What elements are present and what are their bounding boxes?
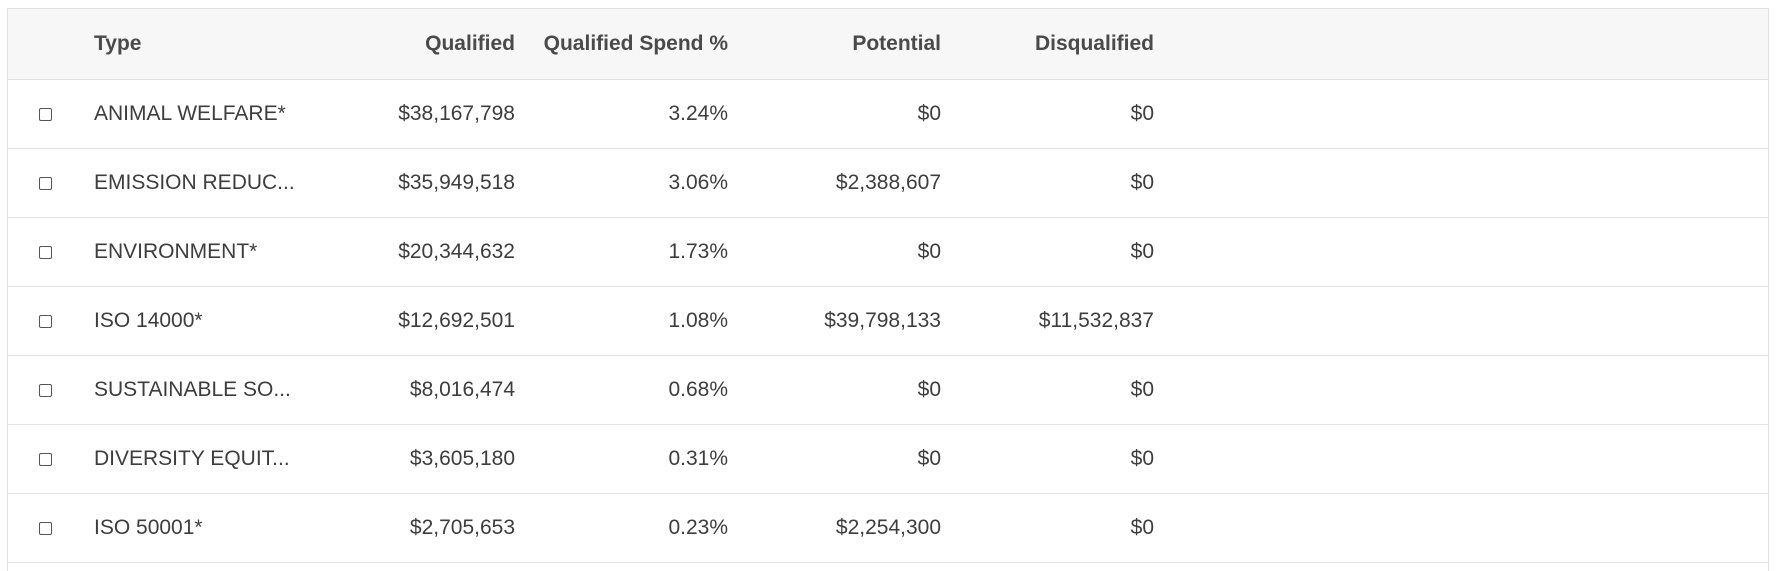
- qualified-cell: $38,167,798: [398, 102, 515, 125]
- table-header: Type Qualified Qualified Spend % Potenti…: [8, 9, 1768, 80]
- qualified-spend-pct-cell: 0.23%: [668, 516, 728, 539]
- potential-cell: $0: [917, 447, 941, 470]
- table-row: ANIMAL WELFARE* $38,167,798 3.24% $0 $0: [8, 80, 1768, 149]
- type-cell: ISO 50001*: [94, 516, 203, 539]
- qualified-cell: $8,016,474: [409, 378, 515, 401]
- qualified-spend-pct-cell: 0.68%: [668, 378, 728, 401]
- row-checkbox[interactable]: [38, 107, 52, 121]
- type-cell: ISO 14000*: [94, 309, 203, 332]
- qualified-cell: $12,692,501: [398, 309, 515, 332]
- type-cell: DIVERSITY EQUIT...: [94, 447, 290, 470]
- row-checkbox[interactable]: [38, 314, 52, 328]
- qualified-spend-pct-cell: 3.24%: [668, 102, 728, 125]
- type-cell: ENVIRONMENT*: [94, 240, 258, 263]
- disqualified-cell: $0: [1130, 378, 1154, 401]
- disqualified-cell: $0: [1130, 447, 1154, 470]
- column-header-disqualified[interactable]: Disqualified: [1034, 32, 1154, 55]
- row-checkbox[interactable]: [38, 245, 52, 259]
- column-header-qualified-spend-pct[interactable]: Qualified Spend %: [543, 32, 728, 55]
- potential-cell: $2,388,607: [835, 171, 941, 194]
- header-checkbox-spacer: [35, 9, 55, 79]
- row-checkbox[interactable]: [38, 176, 52, 190]
- qualified-cell: $35,949,518: [398, 171, 515, 194]
- table-row: DIVERSITY EQUIT... $3,605,180 0.31% $0 $…: [8, 425, 1768, 494]
- potential-cell: $0: [917, 102, 941, 125]
- qualified-cell: $20,344,632: [398, 240, 515, 263]
- disqualified-cell: $0: [1130, 240, 1154, 263]
- disqualified-cell: $0: [1130, 516, 1154, 539]
- row-checkbox[interactable]: [38, 521, 52, 535]
- type-cell: SUSTAINABLE SO...: [94, 378, 291, 401]
- table-row: SUSTAINABLE SO... $8,016,474 0.68% $0 $0: [8, 356, 1768, 425]
- potential-cell: $39,798,133: [824, 309, 941, 332]
- disqualified-cell: $0: [1130, 102, 1154, 125]
- qualified-spend-pct-cell: 3.06%: [668, 171, 728, 194]
- potential-cell: $0: [917, 378, 941, 401]
- table-row: EMISSION REDUC... $35,949,518 3.06% $2,3…: [8, 149, 1768, 218]
- qualified-cell: $3,605,180: [409, 447, 515, 470]
- qualified-spend-pct-cell: 1.08%: [668, 309, 728, 332]
- table-row: ISO 50001* $2,705,653 0.23% $2,254,300 $…: [8, 494, 1768, 563]
- table-row: ISO 14000* $12,692,501 1.08% $39,798,133…: [8, 287, 1768, 356]
- qualified-spend-pct-cell: 0.31%: [668, 447, 728, 470]
- column-header-qualified[interactable]: Qualified: [425, 32, 515, 55]
- potential-cell: $2,254,300: [835, 516, 941, 539]
- spend-table: Type Qualified Qualified Spend % Potenti…: [7, 8, 1769, 571]
- column-header-potential[interactable]: Potential: [852, 32, 941, 55]
- row-checkbox[interactable]: [38, 452, 52, 466]
- table-row: ENVIRONMENT* $20,344,632 1.73% $0 $0: [8, 218, 1768, 287]
- type-cell: EMISSION REDUC...: [94, 171, 295, 194]
- column-header-type[interactable]: Type: [94, 32, 142, 55]
- potential-cell: $0: [917, 240, 941, 263]
- qualified-spend-pct-cell: 1.73%: [668, 240, 728, 263]
- qualified-cell: $2,705,653: [409, 516, 515, 539]
- disqualified-cell: $0: [1130, 171, 1154, 194]
- disqualified-cell: $11,532,837: [1038, 309, 1154, 332]
- row-checkbox[interactable]: [38, 383, 52, 397]
- type-cell: ANIMAL WELFARE*: [94, 102, 286, 125]
